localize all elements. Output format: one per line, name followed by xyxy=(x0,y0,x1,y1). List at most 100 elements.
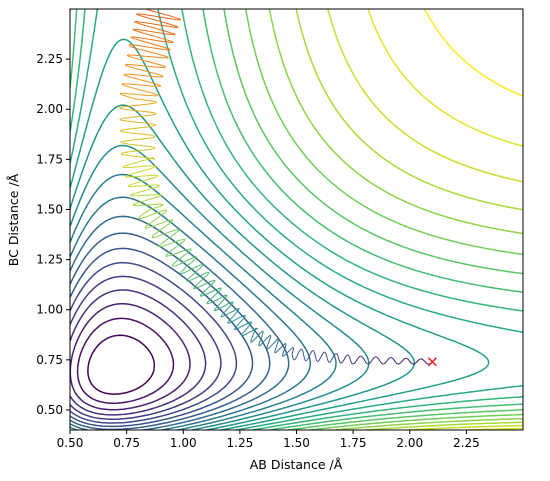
trajectory-segment xyxy=(181,249,188,252)
trajectory-segment xyxy=(148,81,158,85)
trajectory-segment xyxy=(127,184,130,187)
trajectory-segment xyxy=(376,356,379,359)
trajectory-segment xyxy=(313,351,316,354)
trajectory-segment xyxy=(124,85,133,89)
trajectory-segment xyxy=(296,353,299,357)
x-tick-label: 1.25 xyxy=(227,436,254,450)
trajectory-segment xyxy=(384,361,387,364)
trajectory xyxy=(119,9,433,365)
trajectory-segment xyxy=(393,359,396,363)
trajectory-segment xyxy=(171,263,175,266)
trajectory-segment xyxy=(392,358,395,361)
trajectory-segment xyxy=(186,262,192,268)
trajectory-segment xyxy=(167,220,173,225)
trajectory-segment xyxy=(338,358,340,362)
trajectory-segment xyxy=(391,357,394,359)
trajectory-segment xyxy=(160,32,171,35)
trajectory-segment xyxy=(179,240,185,245)
trajectory-segment xyxy=(147,184,156,186)
y-tick-label: 0.75 xyxy=(36,353,63,367)
trajectory-segment xyxy=(174,263,180,267)
trajectory-segment xyxy=(168,248,175,253)
trajectory-segment xyxy=(164,47,171,50)
trajectory-segment xyxy=(144,156,152,159)
trajectory-segment xyxy=(132,87,143,91)
trajectory-segment xyxy=(155,174,159,177)
trajectory-segment xyxy=(128,172,137,176)
contour-level xyxy=(268,9,523,430)
y-tick-label: 0.50 xyxy=(36,403,63,417)
trajectory-segment xyxy=(216,296,222,301)
trajectory-segment xyxy=(348,355,350,358)
trajectory-segment xyxy=(174,243,181,249)
trajectory-segment xyxy=(398,362,401,365)
trajectory-segment xyxy=(346,354,348,357)
trajectory-segment xyxy=(130,138,140,141)
trajectory-segment xyxy=(157,28,169,33)
x-tick-label: 0.50 xyxy=(57,436,84,450)
trajectory-segment xyxy=(377,358,381,361)
trajectory-segment xyxy=(152,232,157,237)
trajectory-segment xyxy=(136,64,148,67)
trajectory-segment xyxy=(202,293,208,297)
trajectory-segment xyxy=(276,342,279,346)
trajectory-segment xyxy=(151,147,156,150)
trajectory-segment xyxy=(223,308,229,313)
trajectory-segment xyxy=(326,356,328,360)
contour-level xyxy=(70,196,312,430)
trajectory-segment xyxy=(146,102,155,105)
trajectory-segment xyxy=(120,140,124,143)
trajectory-segment xyxy=(211,299,218,303)
trajectory-segment xyxy=(291,350,294,354)
trajectory-segment xyxy=(182,252,189,257)
y-tick-label: 1.25 xyxy=(36,253,63,267)
trajectory-segment xyxy=(152,18,165,24)
x-axis: 0.50 0.75 1.00 1.25 1.50 1.75 2.00 2.25 xyxy=(57,430,480,450)
contour-level xyxy=(423,9,523,97)
trajectory-segment xyxy=(292,348,295,351)
trajectory-segment xyxy=(159,12,172,17)
trajectory-segment xyxy=(161,37,171,42)
trajectory-segment xyxy=(178,261,186,265)
trajectory-segment xyxy=(269,334,271,337)
trajectory-segment xyxy=(177,228,180,231)
trajectory-segment xyxy=(301,348,304,351)
trajectory-segment xyxy=(159,194,162,196)
trajectory-segment xyxy=(341,361,343,364)
trajectory-segment xyxy=(133,29,141,33)
trajectory-segment xyxy=(150,224,158,228)
trajectory-segment xyxy=(150,206,158,210)
trajectory-segment xyxy=(197,284,204,289)
trajectory-segment xyxy=(221,294,226,298)
trajectory-segment xyxy=(120,130,126,133)
trajectory-segment xyxy=(119,117,124,120)
trajectory-segment xyxy=(358,355,361,358)
trajectory-segment xyxy=(274,348,276,352)
x-tick-label: 2.00 xyxy=(396,436,423,450)
trajectory-segment xyxy=(236,321,241,327)
trajectory-segment xyxy=(151,157,156,160)
trajectory-segment xyxy=(186,276,191,281)
trajectory-segment xyxy=(418,358,421,361)
y-tick-label: 2.00 xyxy=(36,102,63,116)
trajectory-segment xyxy=(173,228,179,231)
contour-lines xyxy=(70,9,523,430)
trajectory-segment xyxy=(135,126,146,129)
trajectory-segment xyxy=(145,125,153,128)
trajectory-segment xyxy=(321,353,324,356)
trajectory-segment xyxy=(267,339,271,344)
trajectory-segment xyxy=(289,347,293,351)
start-marker xyxy=(427,357,437,367)
x-tick-label: 1.75 xyxy=(340,436,367,450)
trajectory-segment xyxy=(122,165,125,168)
trajectory-segment xyxy=(211,294,217,299)
trajectory-segment xyxy=(414,361,417,364)
trajectory-segment xyxy=(126,55,133,58)
trajectory-segment xyxy=(400,360,403,364)
trajectory-segment xyxy=(187,248,191,250)
trajectory-segment xyxy=(145,22,158,26)
trajectory-segment xyxy=(388,357,391,359)
trajectory-segment xyxy=(192,275,200,280)
y-tick-label: 1.00 xyxy=(36,303,63,317)
trajectory-segment xyxy=(120,93,127,97)
